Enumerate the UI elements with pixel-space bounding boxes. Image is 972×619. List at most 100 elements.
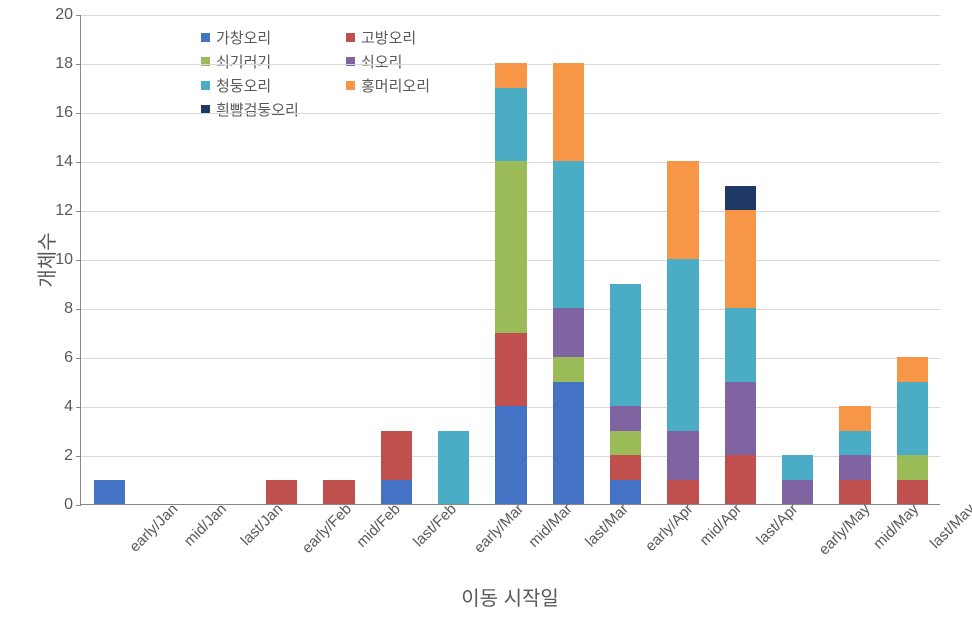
bar-segment: [553, 308, 585, 357]
bar-segment: [897, 455, 929, 480]
legend-label: 흰뺨검둥오리: [216, 99, 299, 120]
bar-segment: [495, 333, 527, 407]
legend-label: 청둥오리: [216, 75, 271, 96]
y-tick: [76, 15, 81, 16]
y-tick: [76, 260, 81, 261]
legend-item: 가창오리: [201, 25, 346, 49]
x-tick-label: last/Jan: [238, 501, 287, 550]
bar-segment: [553, 161, 585, 308]
x-tick-label: early/May: [815, 501, 873, 559]
bar-segment: [610, 284, 642, 407]
bar-segment: [897, 480, 929, 505]
plot-area: 가창오리고방오리쇠기러기쇠오리청둥오리홍머리오리흰뺨검둥오리 024681012…: [80, 15, 940, 505]
legend-label: 쇠기러기: [216, 51, 271, 72]
legend-item: 흰뺨검둥오리: [201, 97, 346, 121]
bar-segment: [266, 480, 298, 505]
y-tick-label: 16: [41, 104, 73, 122]
x-tick-label: mid/May: [870, 501, 922, 553]
bar-segment: [94, 480, 126, 505]
legend-label: 고방오리: [361, 27, 416, 48]
legend-item: 고방오리: [346, 25, 491, 49]
bar-segment: [839, 480, 871, 505]
bar-segment: [725, 308, 757, 382]
legend: 가창오리 고방오리쇠기러기 쇠오리청둥오리 홍머리오리흰뺨검둥오리: [201, 25, 501, 121]
bar-segment: [610, 431, 642, 456]
bar-segment: [839, 431, 871, 456]
legend-label: 쇠오리: [361, 51, 402, 72]
y-tick: [76, 358, 81, 359]
legend-label: 홍머리오리: [361, 75, 430, 96]
bar-segment: [610, 480, 642, 505]
y-axis-title: 개체수: [31, 232, 60, 287]
y-tick: [76, 309, 81, 310]
legend-item: 청둥오리: [201, 73, 346, 97]
y-tick: [76, 407, 81, 408]
x-tick-label: mid/Jan: [181, 501, 230, 550]
bar-segment: [725, 210, 757, 308]
bar-segment: [667, 259, 699, 431]
x-tick-label: early/Apr: [642, 501, 696, 555]
bar-segment: [897, 382, 929, 456]
bar-segment: [381, 480, 413, 505]
legend-item: 쇠기러기: [201, 49, 346, 73]
bar-segment: [495, 161, 527, 333]
bar-segment: [725, 455, 757, 504]
legend-item: 홍머리오리: [346, 73, 491, 97]
y-tick-label: 14: [41, 153, 73, 171]
bar-segment: [495, 88, 527, 162]
bar-segment: [725, 186, 757, 211]
legend-swatch: [201, 81, 210, 90]
legend-swatch: [346, 81, 355, 90]
bar-segment: [610, 406, 642, 431]
y-tick-label: 2: [41, 447, 73, 465]
y-tick-label: 0: [41, 496, 73, 514]
bar-segment: [495, 63, 527, 88]
x-tick-label: early/Jan: [126, 501, 181, 556]
x-tick-label: mid/Feb: [353, 501, 403, 551]
legend-swatch: [201, 33, 210, 42]
x-tick-label: last/Apr: [754, 501, 802, 549]
bar-segment: [323, 480, 355, 505]
x-tick-label: mid/Apr: [697, 501, 746, 550]
legend-swatch: [346, 33, 355, 42]
bar-segment: [667, 431, 699, 480]
bar-segment: [667, 161, 699, 259]
bar-segment: [782, 455, 814, 480]
bar-segment: [839, 455, 871, 480]
x-tick-label: last/May: [927, 501, 972, 553]
bar-segment: [553, 382, 585, 505]
bar-segment: [553, 63, 585, 161]
y-tick: [76, 456, 81, 457]
bar-segment: [839, 406, 871, 431]
bar-segment: [610, 455, 642, 480]
y-tick-label: 20: [41, 6, 73, 24]
y-tick-label: 18: [41, 55, 73, 73]
y-tick: [76, 64, 81, 65]
bar-segment: [667, 480, 699, 505]
x-tick-label: mid/Mar: [525, 501, 575, 551]
y-tick: [76, 113, 81, 114]
x-axis-title: 이동 시작일: [80, 582, 940, 611]
y-tick-label: 6: [41, 349, 73, 367]
legend-label: 가창오리: [216, 27, 271, 48]
y-tick-label: 12: [41, 202, 73, 220]
bar-segment: [495, 406, 527, 504]
bar-segment: [381, 431, 413, 480]
bar-segment: [553, 357, 585, 382]
x-tick-label: last/Mar: [582, 501, 632, 551]
x-tick-label: early/Mar: [470, 501, 526, 557]
chart-container: 가창오리고방오리쇠기러기쇠오리청둥오리홍머리오리흰뺨검둥오리 024681012…: [0, 0, 972, 619]
gridline: [81, 15, 940, 16]
bar-segment: [725, 382, 757, 456]
bar-segment: [438, 431, 470, 505]
y-tick: [76, 505, 81, 506]
y-tick: [76, 211, 81, 212]
bar-segment: [897, 357, 929, 382]
legend-item: 쇠오리: [346, 49, 491, 73]
y-tick: [76, 162, 81, 163]
y-tick-label: 8: [41, 300, 73, 318]
x-tick-label: early/Feb: [298, 501, 354, 557]
x-tick-label: last/Feb: [410, 501, 460, 551]
y-tick-label: 4: [41, 398, 73, 416]
bar-segment: [782, 480, 814, 505]
